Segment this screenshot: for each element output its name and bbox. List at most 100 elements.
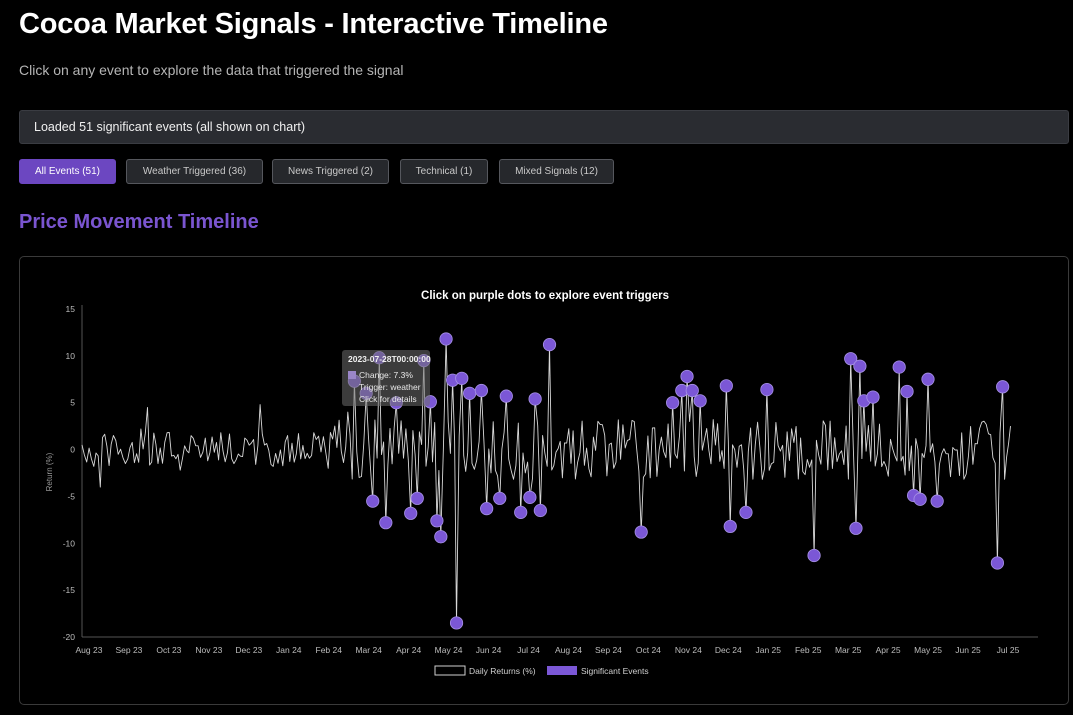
event-dot[interactable]: [990, 556, 1005, 570]
event-dot[interactable]: [996, 380, 1010, 394]
chart-legend: Daily Returns (%) Significant Events: [434, 665, 649, 676]
event-dot[interactable]: [404, 506, 418, 520]
y-tick-label: -10: [63, 538, 76, 548]
x-tick-label: Feb 25: [795, 645, 822, 655]
returns-line-group: [81, 338, 1011, 624]
x-tick-label: Sep 23: [115, 645, 142, 655]
series-line-daily-returns: [81, 338, 1011, 624]
event-dot[interactable]: [542, 338, 557, 352]
event-dot[interactable]: [853, 359, 867, 373]
x-tick-label: Jun 24: [476, 645, 502, 655]
event-dot[interactable]: [849, 521, 863, 535]
x-tick-label: Mar 25: [835, 645, 862, 655]
event-dot[interactable]: [680, 369, 694, 384]
event-dot[interactable]: [760, 382, 774, 397]
x-tick-label: May 24: [435, 645, 463, 655]
event-dot[interactable]: [892, 360, 906, 374]
event-dot[interactable]: [523, 490, 537, 504]
x-tick-label: Jul 25: [997, 645, 1020, 655]
legend-swatch-events: [547, 666, 577, 675]
chart-title: Click on purple dots to explore event tr…: [421, 290, 669, 302]
y-tick-label: 10: [66, 351, 76, 361]
event-dot[interactable]: [449, 616, 464, 630]
event-dot[interactable]: [410, 491, 424, 505]
filter-news-button[interactable]: News Triggered (2): [272, 159, 389, 184]
x-tick-label: Mar 24: [355, 645, 382, 655]
x-tick-label: Nov 24: [675, 645, 702, 655]
x-tick-label: Nov 23: [195, 645, 222, 655]
x-tick-label: Jan 24: [276, 645, 302, 655]
y-tick-label: -15: [63, 585, 76, 595]
event-dot[interactable]: [913, 492, 927, 506]
event-dot[interactable]: [723, 519, 737, 534]
x-tick-label: Dec 23: [235, 645, 262, 655]
x-tick-label: Oct 23: [156, 645, 181, 655]
filter-weather-button[interactable]: Weather Triggered (36): [126, 159, 263, 184]
x-tick-label: Aug 24: [555, 645, 582, 655]
event-dot[interactable]: [866, 390, 880, 404]
event-dot[interactable]: [480, 502, 494, 516]
x-tick-label: Aug 23: [76, 645, 103, 655]
tooltip-line-details: Click for details: [359, 394, 417, 404]
x-tick-label: May 25: [914, 645, 942, 655]
page-subtitle: Click on any event to explore the data t…: [19, 62, 404, 78]
y-tick-label: -20: [63, 632, 76, 642]
event-dot[interactable]: [514, 505, 528, 519]
legend-label-returns: Daily Returns (%): [469, 666, 536, 676]
y-tick-label: 5: [70, 398, 75, 408]
y-ticks: -20 -15 -10 -5 0 5 10 15: [63, 304, 76, 642]
event-tooltip: 2023-07-28T00:00:00 Change: 7.3% Trigger…: [342, 350, 431, 406]
x-tick-label: Apr 24: [396, 645, 421, 655]
event-dot[interactable]: [719, 379, 733, 393]
status-text: Loaded 51 significant events (all shown …: [34, 120, 305, 134]
x-tick-label: Sep 24: [595, 645, 622, 655]
tooltip-background: [342, 350, 430, 406]
status-bar: Loaded 51 significant events (all shown …: [19, 110, 1069, 144]
filter-mixed-signals-button[interactable]: Mixed Signals (12): [499, 159, 614, 184]
event-dot[interactable]: [434, 530, 448, 544]
event-dot[interactable]: [533, 503, 547, 518]
event-dot[interactable]: [430, 514, 444, 528]
price-movement-chart: Click on purple dots to explore event tr…: [45, 290, 1038, 676]
x-tick-label: Apr 25: [876, 645, 901, 655]
event-dot[interactable]: [499, 389, 513, 403]
event-dot[interactable]: [366, 494, 380, 508]
event-dot[interactable]: [807, 548, 821, 563]
tooltip-title: 2023-07-28T00:00:00: [348, 354, 431, 364]
x-tick-label: Oct 24: [636, 645, 661, 655]
page-title: Cocoa Market Signals - Interactive Timel…: [19, 8, 608, 40]
y-tick-label: 15: [66, 304, 76, 314]
x-tick-label: Dec 24: [715, 645, 742, 655]
chart-axes: [81, 305, 1038, 638]
event-dot[interactable]: [844, 352, 858, 366]
event-dot[interactable]: [739, 505, 753, 519]
chart-card: Click on purple dots to explore event tr…: [19, 256, 1069, 705]
x-tick-label: Jul 24: [517, 645, 540, 655]
event-dot[interactable]: [463, 386, 477, 400]
event-dot[interactable]: [474, 383, 489, 398]
tooltip-line-trigger: Trigger: weather: [359, 382, 421, 392]
filter-all-events-button[interactable]: All Events (51): [19, 159, 116, 184]
tooltip-swatch: [348, 371, 356, 379]
event-dot[interactable]: [493, 491, 507, 505]
event-dot[interactable]: [930, 494, 944, 508]
legend-label-events: Significant Events: [581, 666, 649, 676]
event-dot[interactable]: [900, 384, 914, 399]
y-tick-label: -5: [67, 491, 75, 501]
legend-swatch-returns: [434, 665, 466, 676]
x-tick-label: Jun 25: [955, 645, 981, 655]
event-dot[interactable]: [379, 516, 393, 530]
event-dot[interactable]: [455, 371, 469, 385]
x-tick-label: Jan 25: [755, 645, 781, 655]
event-dot[interactable]: [439, 332, 453, 346]
tooltip-line-change: Change: 7.3%: [359, 370, 413, 380]
event-dot[interactable]: [921, 372, 935, 386]
event-dots-group[interactable]: [347, 332, 1010, 630]
event-dot[interactable]: [634, 525, 648, 539]
event-dot[interactable]: [666, 396, 680, 410]
section-title: Price Movement Timeline: [19, 211, 259, 233]
event-dot[interactable]: [685, 383, 699, 398]
event-dot[interactable]: [528, 392, 542, 406]
filter-technical-button[interactable]: Technical (1): [400, 159, 488, 184]
event-dot[interactable]: [693, 394, 707, 408]
